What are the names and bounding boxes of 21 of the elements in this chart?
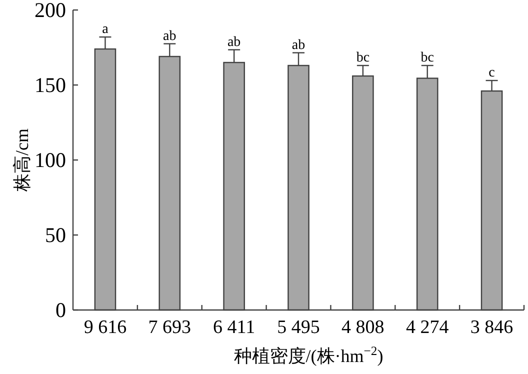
y-tick-label: 200: [34, 0, 66, 22]
x-tick-label: 5 495: [277, 317, 320, 338]
y-tick-label: 100: [34, 148, 66, 172]
y-tick-label: 50: [45, 223, 66, 247]
annotation: ab: [163, 28, 176, 44]
y-tick-label: 0: [56, 298, 66, 322]
x-tick-label: 4 274: [406, 317, 450, 338]
x-tick-label: 4 808: [342, 317, 384, 338]
x-tick-label: 6 411: [213, 317, 256, 338]
annotation: a: [102, 22, 110, 37]
annotation: c: [488, 66, 495, 80]
y-axis-title: 株高/cm: [12, 128, 32, 192]
annotation: bc: [420, 50, 434, 66]
x-tick-label: 3 846: [470, 317, 514, 338]
annotation: ab: [227, 34, 241, 50]
annotation: bc: [356, 50, 370, 66]
y-tick-label: 150: [34, 73, 66, 97]
annotation: ab: [292, 38, 306, 53]
x-tick-label: 9 616: [84, 317, 127, 338]
x-axis-title: 种植密度/(株·hm$^{−2}$): [234, 344, 384, 366]
x-tick-label: 7 693: [148, 317, 192, 338]
